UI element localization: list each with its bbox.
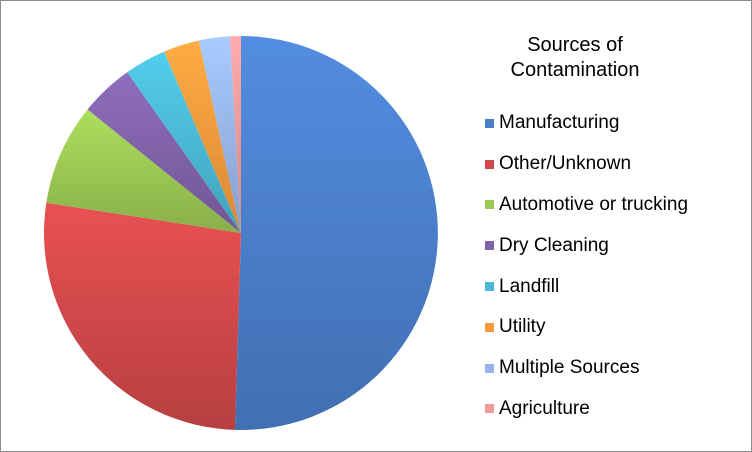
legend-swatch <box>485 282 494 292</box>
legend: Manufacturing Other/Unknown Automotive or … <box>485 103 688 429</box>
legend-label: Agriculture <box>499 397 590 419</box>
legend-item-agriculture: Agriculture <box>485 389 688 430</box>
legend-label: Manufacturing <box>499 112 620 134</box>
legend-item-landfill: Landfill <box>485 266 688 307</box>
legend-item-utility: Utility <box>485 307 688 348</box>
legend-title-line-1: Sources of <box>527 34 623 56</box>
legend-item-dry-cleaning: Dry Cleaning <box>485 225 688 266</box>
legend-title: Sources of Contamination <box>469 33 681 83</box>
legend-label: Dry Cleaning <box>499 234 609 256</box>
pie-slice-multiple-sources <box>198 36 241 233</box>
legend-label: Multiple Sources <box>499 357 640 379</box>
legend-item-other-unknown: Other/Unknown <box>485 144 688 185</box>
legend-item-multiple-sources: Multiple Sources <box>485 348 688 389</box>
legend-label: Other/Unknown <box>499 153 632 175</box>
pie-slice-manufacturing <box>234 36 438 430</box>
legend-item-manufacturing: Manufacturing <box>485 103 688 144</box>
legend-swatch <box>485 322 494 332</box>
legend-label: Landfill <box>499 275 560 297</box>
legend-swatch <box>485 118 494 128</box>
pie-slice-automotive-or-trucking <box>46 109 241 233</box>
legend-label: Automotive or trucking <box>499 193 689 215</box>
pie-slices <box>43 35 438 430</box>
legend-title-line-2: Contamination <box>510 59 640 81</box>
legend-swatch <box>485 200 494 210</box>
pie-slice-dry-cleaning <box>87 72 242 234</box>
legend-swatch <box>485 363 494 373</box>
legend-swatch <box>485 404 494 414</box>
pie-slice-utility <box>164 40 241 234</box>
pie-slice-agriculture <box>230 35 241 233</box>
pie-slice-other-unknown <box>43 202 242 430</box>
legend-swatch <box>485 241 494 251</box>
legend-swatch <box>485 159 494 169</box>
legend-label: Utility <box>499 316 546 338</box>
legend-item-automotive-or-trucking: Automotive or trucking <box>485 185 688 226</box>
pie-slice-landfill <box>127 51 241 233</box>
